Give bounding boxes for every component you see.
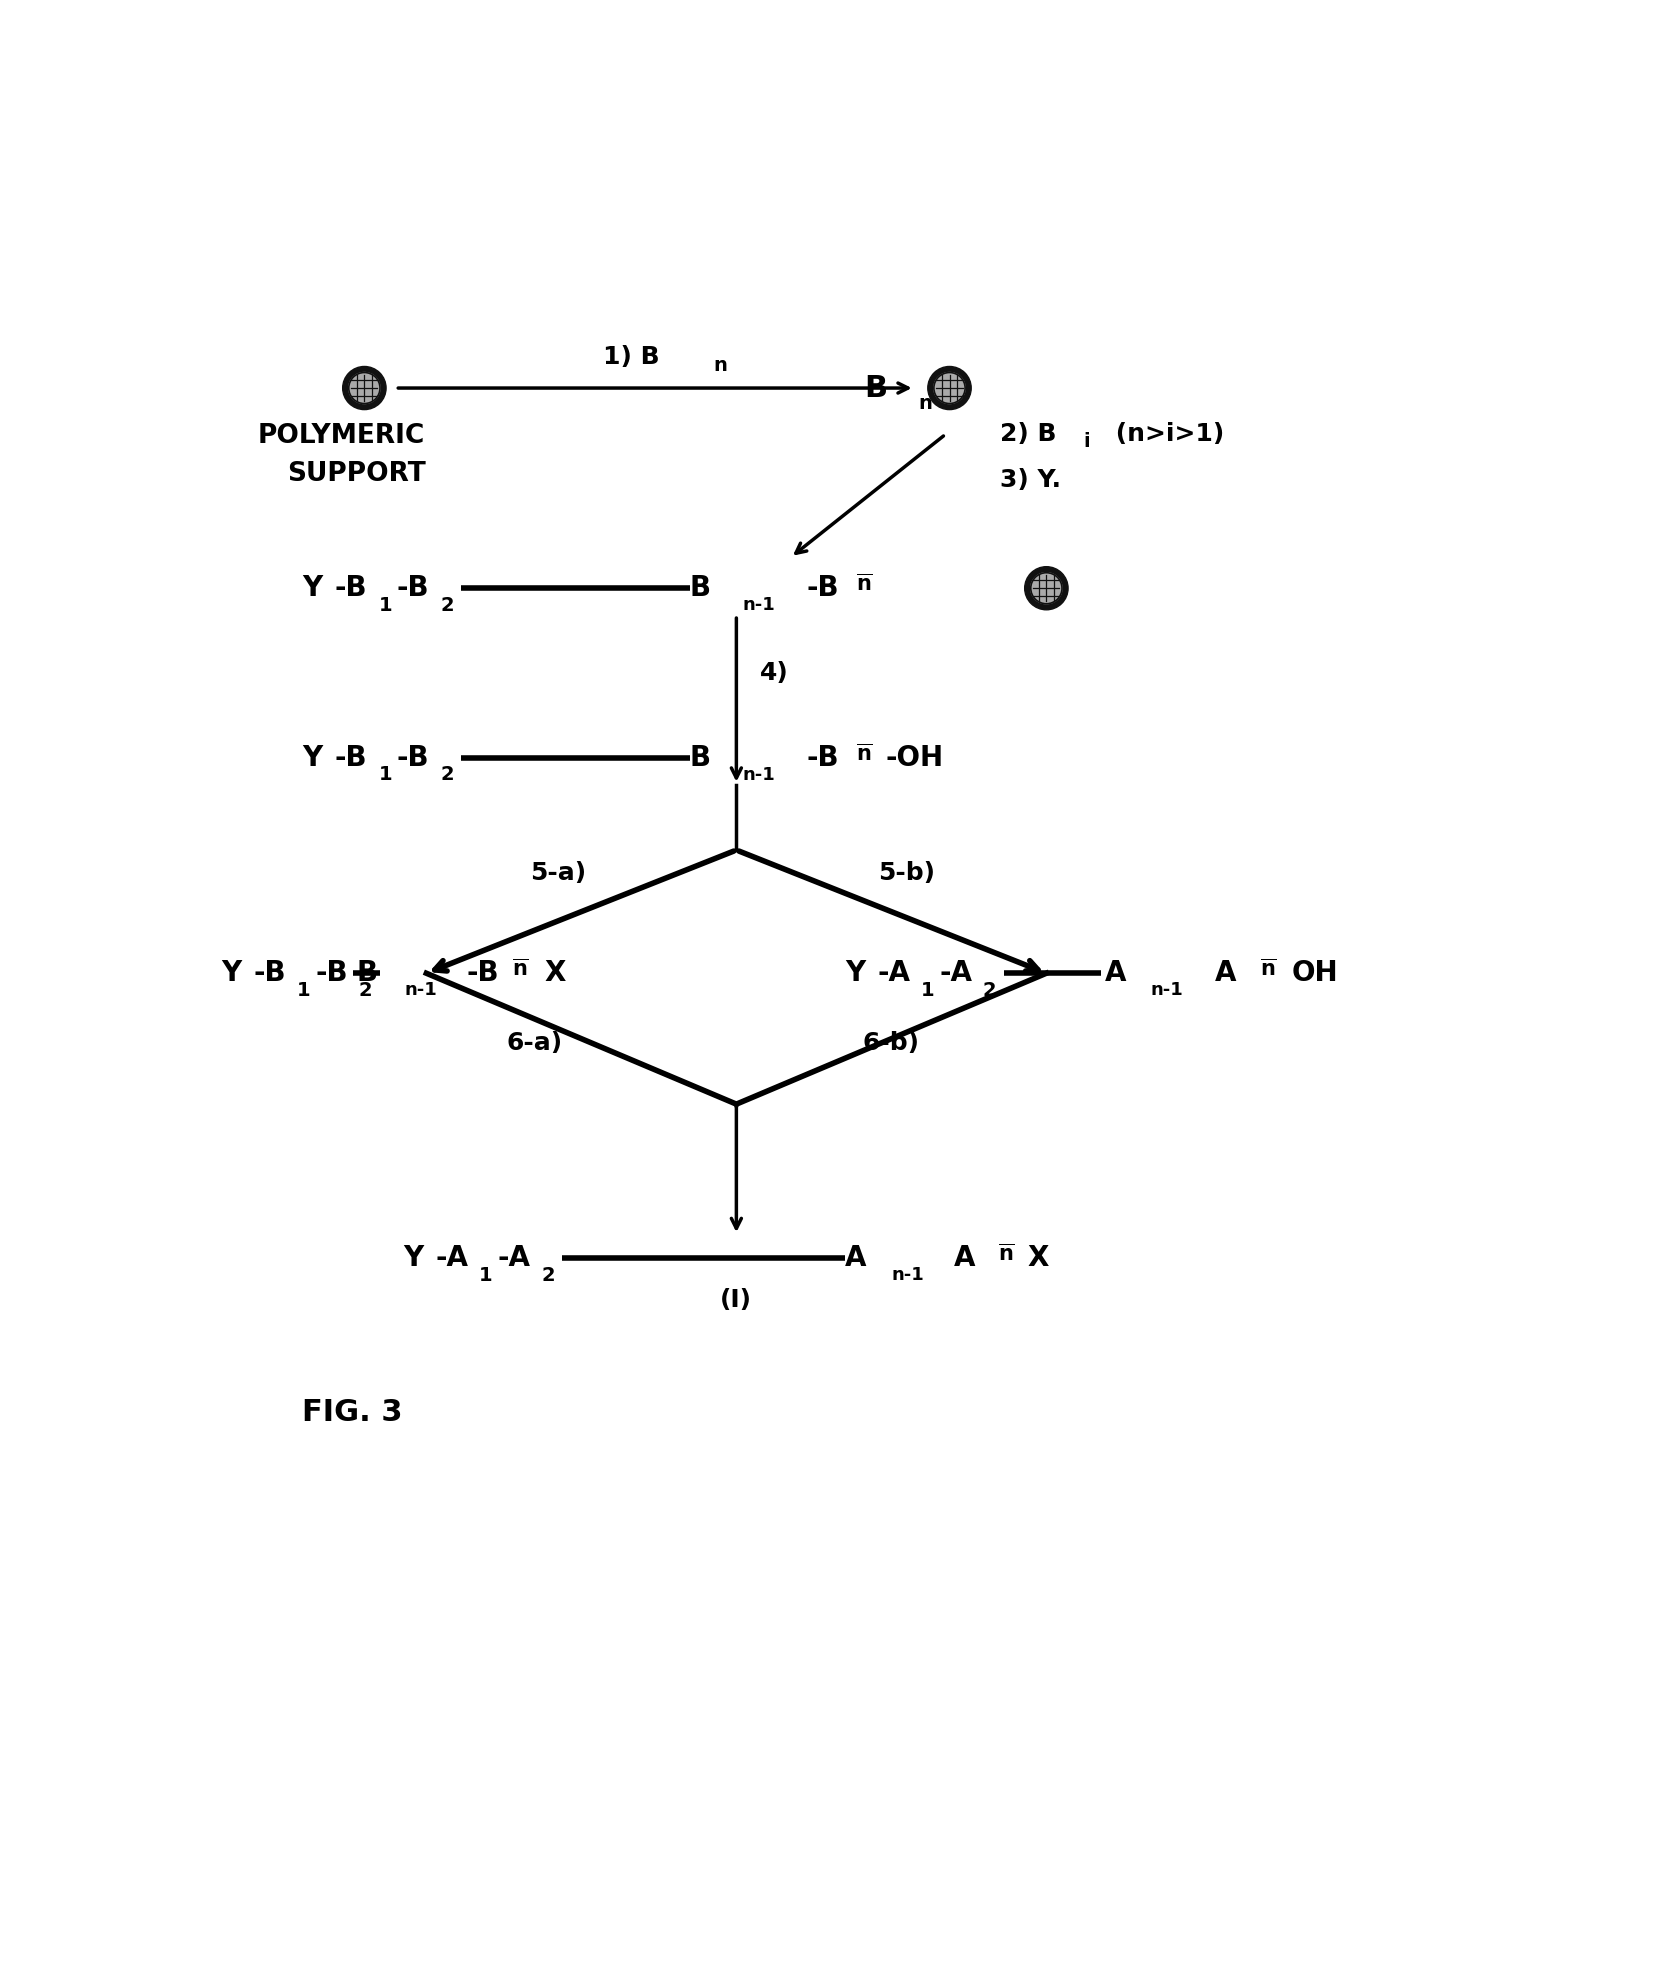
Text: FIG. 3: FIG. 3 <box>303 1397 404 1427</box>
Text: 5-b): 5-b) <box>878 862 935 885</box>
Text: (n>i>1): (n>i>1) <box>1107 423 1224 447</box>
Circle shape <box>1030 573 1062 605</box>
Text: -B: -B <box>806 575 839 603</box>
Text: -A: -A <box>878 958 911 988</box>
Text: 4): 4) <box>760 660 789 686</box>
Text: SUPPORT: SUPPORT <box>286 460 425 488</box>
Text: -B: -B <box>253 958 286 988</box>
Text: $\mathbf{\overline{n}}$: $\mathbf{\overline{n}}$ <box>856 743 873 765</box>
Text: $\mathbf{\overline{n}}$: $\mathbf{\overline{n}}$ <box>998 1243 1015 1265</box>
Text: B: B <box>690 743 710 773</box>
Text: $\mathbf{\overline{n}}$: $\mathbf{\overline{n}}$ <box>511 958 529 980</box>
Text: -B: -B <box>397 575 429 603</box>
Text: -B: -B <box>397 743 429 773</box>
Text: 6-a): 6-a) <box>508 1031 563 1055</box>
Text: -A: -A <box>497 1245 531 1273</box>
Text: B: B <box>357 958 379 988</box>
Text: 1: 1 <box>921 980 935 1000</box>
Text: Y: Y <box>404 1245 424 1273</box>
Text: X: X <box>544 958 566 988</box>
Text: Y: Y <box>221 958 241 988</box>
Text: n-1: n-1 <box>742 597 776 615</box>
Text: 2: 2 <box>358 980 372 1000</box>
Text: 1: 1 <box>379 765 392 784</box>
Text: 2: 2 <box>441 595 454 615</box>
Text: -B: -B <box>467 958 499 988</box>
Text: POLYMERIC: POLYMERIC <box>258 423 425 449</box>
Text: Y: Y <box>303 743 323 773</box>
Text: i: i <box>1084 433 1090 451</box>
Text: 1: 1 <box>379 595 392 615</box>
Text: B: B <box>690 575 710 603</box>
Text: X: X <box>1027 1245 1049 1273</box>
Text: 3) Y.: 3) Y. <box>1000 468 1060 492</box>
Text: OH: OH <box>1291 958 1338 988</box>
Text: $\mathbf{\overline{n}}$: $\mathbf{\overline{n}}$ <box>1260 958 1276 980</box>
Text: (I): (I) <box>720 1288 752 1312</box>
Text: A: A <box>1104 958 1126 988</box>
Text: n-1: n-1 <box>1151 982 1184 1000</box>
Text: n-1: n-1 <box>742 765 776 784</box>
Circle shape <box>343 366 385 409</box>
Text: n: n <box>918 393 933 413</box>
Text: -B: -B <box>335 743 367 773</box>
Text: 1: 1 <box>479 1265 492 1284</box>
Circle shape <box>935 373 965 403</box>
Text: -A: -A <box>436 1245 469 1273</box>
Text: -A: -A <box>940 958 973 988</box>
Text: 1) B: 1) B <box>603 344 660 370</box>
Text: Y: Y <box>844 958 864 988</box>
Text: -B: -B <box>806 743 839 773</box>
Text: 6-b): 6-b) <box>863 1031 920 1055</box>
Text: 2: 2 <box>541 1265 554 1284</box>
Circle shape <box>348 373 380 403</box>
Text: Y: Y <box>303 575 323 603</box>
Text: n: n <box>714 356 727 375</box>
Text: n-1: n-1 <box>405 982 437 1000</box>
Text: -B: -B <box>315 958 348 988</box>
Text: n-1: n-1 <box>891 1267 925 1284</box>
Text: A: A <box>953 1245 975 1273</box>
Text: A: A <box>844 1245 866 1273</box>
Text: 1: 1 <box>296 980 310 1000</box>
Text: 2) B: 2) B <box>1000 423 1057 447</box>
Text: B: B <box>864 373 888 403</box>
Text: 2: 2 <box>983 980 997 1000</box>
Text: 2: 2 <box>441 765 454 784</box>
Text: $\mathbf{\overline{n}}$: $\mathbf{\overline{n}}$ <box>856 573 873 595</box>
Text: -B: -B <box>335 575 367 603</box>
Text: A: A <box>1214 958 1236 988</box>
Circle shape <box>1025 567 1069 611</box>
Text: -OH: -OH <box>884 743 943 773</box>
Text: 5-a): 5-a) <box>529 862 586 885</box>
Circle shape <box>928 366 971 409</box>
